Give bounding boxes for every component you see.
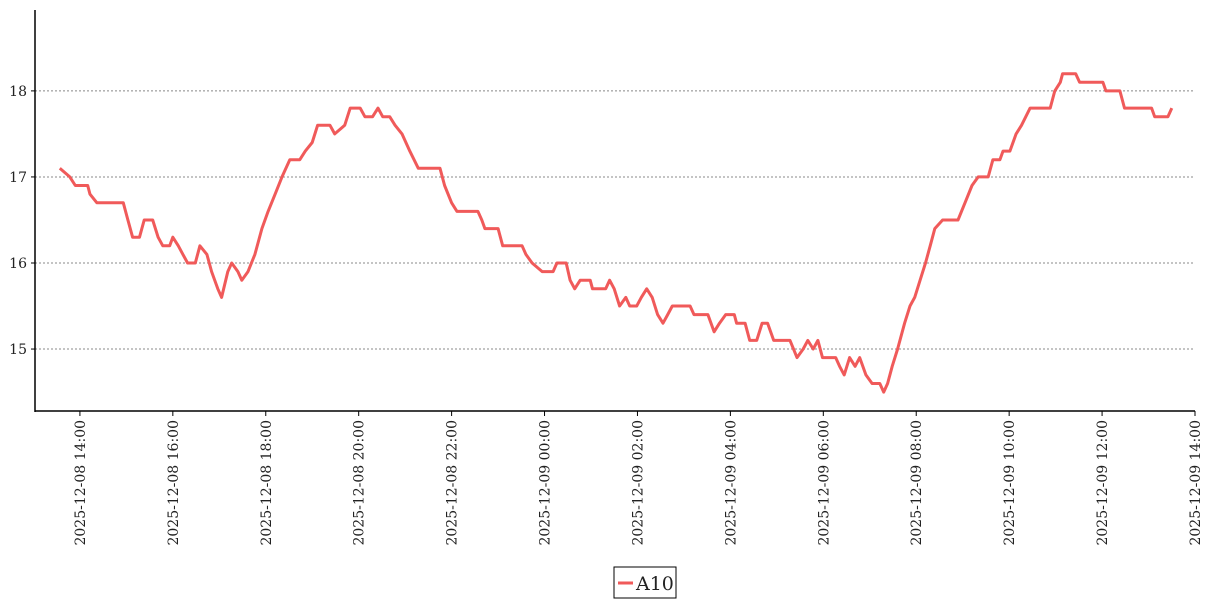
- x-tick-label: 2025-12-08 18:00: [259, 420, 275, 546]
- x-tick-label: 2025-12-09 02:00: [630, 420, 646, 546]
- x-tick-label: 2025-12-09 06:00: [816, 420, 832, 546]
- y-tick-label: 18: [9, 84, 27, 100]
- x-tick-label: 2025-12-09 12:00: [1095, 420, 1111, 546]
- x-tick-label: 2025-12-09 08:00: [909, 420, 925, 546]
- y-tick-label: 17: [9, 170, 27, 186]
- x-tick-label: 2025-12-08 14:00: [73, 420, 89, 546]
- y-tick-label: 16: [9, 256, 27, 272]
- x-tick-label: 2025-12-08 22:00: [445, 420, 461, 546]
- legend-box: [613, 566, 677, 599]
- x-tick-label: 2025-12-09 04:00: [723, 420, 739, 546]
- data-line: [58, 72, 1174, 394]
- y-tick-label: 15: [9, 342, 27, 358]
- x-tick-label: 2025-12-09 00:00: [538, 420, 554, 546]
- x-tick-label: 2025-12-09 10:00: [1002, 420, 1018, 546]
- x-tick-label: 2025-12-08 20:00: [352, 420, 368, 546]
- x-tick-label: 2025-12-08 16:00: [166, 420, 182, 546]
- x-tick-label: 2025-12-09 14:00: [1188, 420, 1204, 546]
- legend-label: A10: [635, 573, 674, 595]
